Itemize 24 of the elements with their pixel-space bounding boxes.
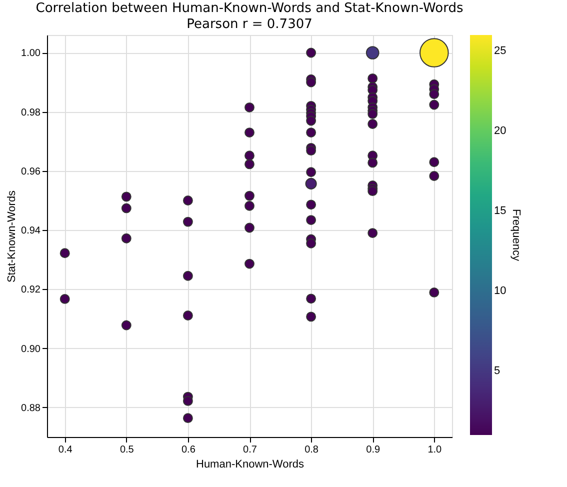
y-tick-label: 0.92 <box>21 284 41 296</box>
y-tick-label: 1.00 <box>21 48 41 60</box>
color-bar-label: 15 <box>494 205 506 217</box>
color-bar-label: 10 <box>494 285 506 297</box>
y-tick-label: 0.94 <box>21 226 41 237</box>
y-axis-title: Stat-Known-Words <box>6 190 18 283</box>
color-bar-title: Frequency <box>510 209 522 262</box>
x-tick-label: 0.6 <box>181 444 196 456</box>
chart-title: Correlation between Human-Known-Words and Stat-Known-Words <box>36 1 464 16</box>
color-bar-label: 5 <box>494 365 500 377</box>
y-tick-label: 0.98 <box>21 107 41 118</box>
x-axis-title: Human-Known-Words <box>196 458 304 470</box>
x-tick-label: 1.0 <box>428 444 442 456</box>
chart-subtitle: Pearson r = 0.7307 <box>186 17 312 32</box>
y-tick-label: 0.96 <box>21 166 41 178</box>
y-tick-label: 0.90 <box>21 344 41 355</box>
y-tick-label: 0.88 <box>21 402 41 414</box>
x-tick-label: 0.7 <box>243 444 258 456</box>
x-tick-label: 0.5 <box>120 444 134 456</box>
x-tick-label: 0.8 <box>304 444 319 456</box>
x-tick-label: 0.4 <box>58 444 73 456</box>
color-bar-label: 20 <box>494 125 506 137</box>
x-tick-label: 0.9 <box>366 444 380 456</box>
color-bar-label: 25 <box>494 45 506 57</box>
